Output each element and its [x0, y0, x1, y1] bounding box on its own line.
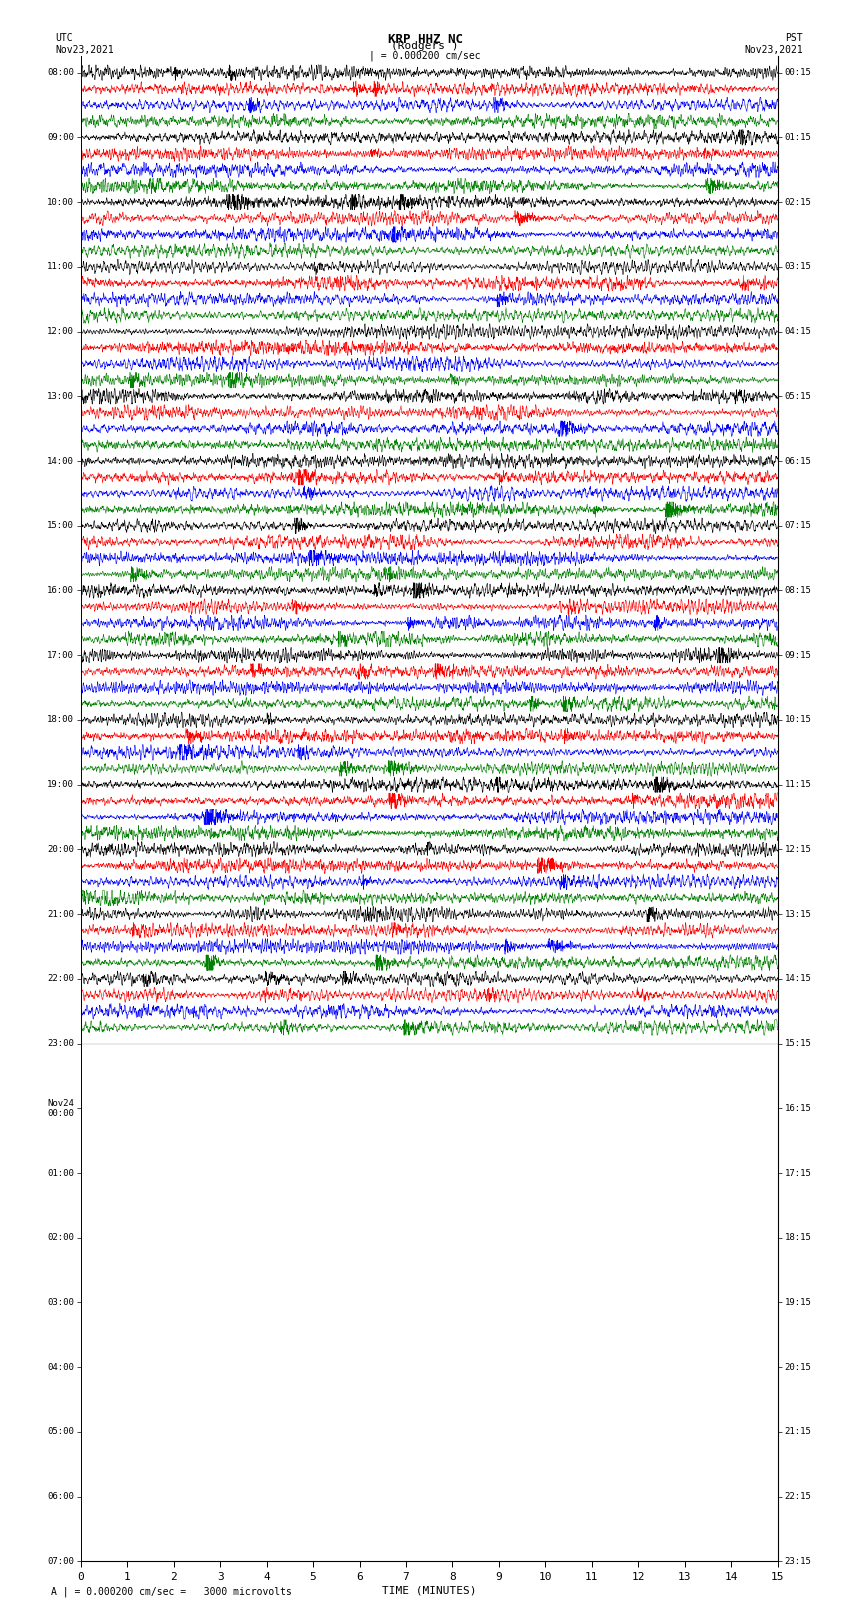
Text: (Rodgers ): (Rodgers )	[391, 40, 459, 52]
Text: KRP HHZ NC: KRP HHZ NC	[388, 32, 462, 47]
Text: PST
Nov23,2021: PST Nov23,2021	[745, 32, 803, 55]
Text: A | = 0.000200 cm/sec =   3000 microvolts: A | = 0.000200 cm/sec = 3000 microvolts	[51, 1586, 292, 1597]
Text: UTC
Nov23,2021: UTC Nov23,2021	[55, 32, 114, 55]
X-axis label: TIME (MINUTES): TIME (MINUTES)	[382, 1586, 477, 1595]
Text: | = 0.000200 cm/sec: | = 0.000200 cm/sec	[369, 50, 481, 61]
